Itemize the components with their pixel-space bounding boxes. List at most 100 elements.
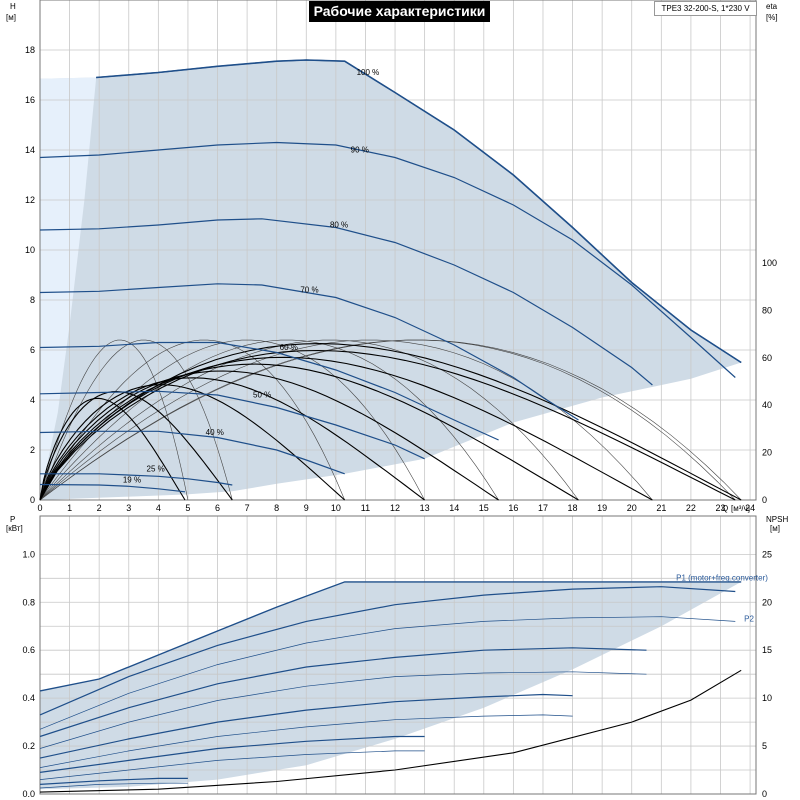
low-flow-zone [40, 77, 97, 500]
eta-tick-label: 60 [762, 353, 772, 363]
head-x-tick-label: 0 [37, 503, 42, 513]
head-x-tick-label: 18 [568, 503, 578, 513]
head-x-tick-label: 3 [126, 503, 131, 513]
eta-curve-partial [39, 339, 345, 501]
speed-curve-label: 50 % [253, 391, 271, 400]
power-axis-unit: [кВт] [6, 524, 23, 533]
speed-curve-label: 60 % [280, 343, 298, 352]
head-x-tick-label: 4 [156, 503, 161, 513]
speed-curve-label: 40 % [206, 428, 224, 437]
eta-curve [39, 384, 346, 501]
head-x-tick-label: 8 [274, 503, 279, 513]
power-y-tick-label: 0.8 [22, 597, 35, 607]
head-x-tick-label: 21 [656, 503, 666, 513]
eta-curve-partial [39, 339, 189, 501]
npsh-tick-label: 5 [762, 741, 767, 751]
speed-curve-label: 19 % [123, 476, 141, 485]
head-axis-symbol: H [10, 2, 16, 11]
power-y-tick-label: 0.2 [22, 741, 35, 751]
head-x-tick-label: 5 [185, 503, 190, 513]
power-axis-symbol: P [10, 515, 15, 524]
speed-curve [39, 483, 186, 493]
head-x-tick-label: 10 [331, 503, 341, 513]
power-y-tick-label: 0.6 [22, 645, 35, 655]
p2-curve [39, 714, 573, 768]
npsh-curve [39, 669, 742, 793]
head-y-tick-label: 10 [25, 245, 35, 255]
p1-curve [39, 647, 647, 738]
eta-tick-label: 20 [762, 448, 772, 458]
head-y-tick-label: 4 [30, 395, 35, 405]
head-x-tick-label: 12 [390, 503, 400, 513]
power-envelope [40, 581, 742, 790]
power-y-tick-label: 0.4 [22, 693, 35, 703]
eta-axis-symbol: eta [766, 2, 778, 11]
speed-curve [40, 473, 233, 486]
speed-curve-label: 90 % [351, 146, 369, 155]
npsh-axis-symbol: NPSH [766, 515, 788, 524]
p2-curve [39, 750, 425, 780]
npsh-axis-unit: [м] [770, 524, 780, 533]
head-x-tick-label: 16 [508, 503, 518, 513]
eta-axis-unit: [%] [766, 13, 778, 22]
eta-curve-partial [39, 339, 425, 501]
head-x-tick-label: 24 [745, 503, 755, 513]
npsh-tick-label: 15 [762, 645, 772, 655]
head-y-tick-label: 16 [25, 95, 35, 105]
head-y-tick-label: 14 [25, 145, 35, 155]
speed-curve [39, 283, 579, 421]
head-x-tick-label: 13 [420, 503, 430, 513]
p1-curve [39, 777, 188, 785]
eta-tick-label: 40 [762, 400, 772, 410]
flow-axis-unit: [м³/ч] [731, 504, 750, 513]
p1-series-label: P1 (motor+freq.converter) [676, 574, 768, 583]
head-x-tick-label: 7 [245, 503, 250, 513]
p1-curve [39, 693, 573, 759]
head-axis-unit: [м] [6, 13, 16, 22]
flow-axis-symbol: Q [722, 504, 728, 513]
speed-curve-label: 25 % [147, 464, 165, 473]
eta-curve-partial [39, 339, 742, 501]
npsh-tick-label: 10 [762, 693, 772, 703]
power-y-tick-label: 0.0 [22, 789, 35, 799]
head-x-tick-label: 23 [715, 503, 725, 513]
head-y-tick-label: 18 [25, 45, 35, 55]
head-x-tick-label: 1 [67, 503, 72, 513]
speed-curve [39, 390, 425, 460]
eta-tick-label: 0 [762, 495, 767, 505]
eta-curve [39, 363, 579, 501]
p1-curve [39, 735, 425, 773]
pump-model-label: TPE3 32-200-S, 1*230 V [654, 1, 757, 16]
speed-curve-label: 80 % [330, 221, 348, 230]
npsh-tick-label: 0 [762, 789, 767, 799]
head-x-tick-label: 22 [686, 503, 696, 513]
speed-curve-label: 100 % [357, 68, 380, 77]
p2-curve [39, 671, 647, 749]
head-y-tick-label: 12 [25, 195, 35, 205]
head-x-tick-label: 6 [215, 503, 220, 513]
head-x-tick-label: 17 [538, 503, 548, 513]
p1-max-curve [39, 581, 742, 692]
speed-curve [39, 341, 499, 441]
head-plot-frame [39, 0, 757, 501]
eta-curve [39, 343, 742, 501]
eta-curve [39, 370, 499, 501]
chart-title: Рабочие характеристики [309, 1, 490, 22]
head-x-tick-label: 2 [97, 503, 102, 513]
speed-curve [39, 218, 653, 386]
p1-curve [39, 586, 736, 716]
eta-curve-partial [39, 339, 499, 501]
p2-series-label: P2 [744, 614, 754, 623]
head-x-tick-label: 14 [449, 503, 459, 513]
head-y-tick-label: 6 [30, 345, 35, 355]
eta-curve [39, 397, 186, 501]
max-speed-curve [96, 59, 742, 364]
head-y-tick-label: 2 [30, 445, 35, 455]
head-x-tick-label: 19 [597, 503, 607, 513]
head-x-tick-label: 15 [479, 503, 489, 513]
head-x-tick-label: 11 [361, 503, 370, 513]
head-y-tick-label: 0 [30, 495, 35, 505]
power-y-tick-label: 1.0 [22, 549, 35, 559]
